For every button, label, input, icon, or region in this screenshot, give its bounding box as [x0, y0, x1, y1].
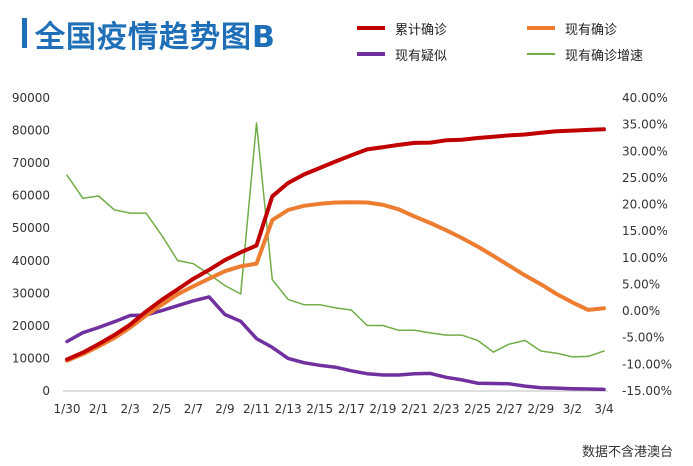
legend-item-suspected: 现有疑似 [357, 44, 447, 64]
y-right-tick-label: 10.00% [622, 251, 668, 265]
source-note: 数据不含港澳台 [581, 445, 673, 460]
y-right-tick-label: -10.00% [622, 357, 672, 371]
y-right-tick-label: 40.00% [622, 91, 668, 105]
y-right-tick-label: 5.00% [622, 277, 660, 291]
legend-label-confirmed: 累计确诊 [395, 22, 448, 38]
x-tick-label: 2/25 [464, 402, 491, 416]
y-right-tick-label: 0.00% [622, 304, 660, 318]
y-left-tick-label: 90000 [12, 91, 50, 105]
y-right-tick-label: -5.00% [622, 331, 664, 345]
y-left-tick-label: 40000 [12, 254, 50, 268]
x-tick-label: 2/11 [243, 402, 270, 416]
x-tick-label: 2/13 [275, 402, 302, 416]
legend-swatch-growth [527, 53, 555, 55]
y-right-tick-label: -15.00% [622, 384, 672, 398]
legend-swatch-existing [527, 26, 555, 30]
y-left-tick-label: 50000 [12, 221, 50, 235]
y-right-tick-label: 25.00% [622, 171, 668, 185]
x-tick-label: 2/5 [152, 402, 171, 416]
x-tick-label: 2/29 [527, 402, 554, 416]
series-line-growth [66, 122, 605, 358]
x-tick-label: 2/1 [89, 402, 108, 416]
x-tick-label: 2/23 [433, 402, 460, 416]
y-left-tick-label: 10000 [12, 351, 50, 365]
x-tick-label: 2/9 [215, 402, 234, 416]
y-left-tick-label: 70000 [12, 156, 50, 170]
legend-item-confirmed: 累计确诊 [357, 18, 447, 38]
y-left-tick-label: 30000 [12, 286, 50, 300]
title-accent-bar [22, 18, 27, 48]
legend-item-growth: 现有确诊增速 [527, 44, 643, 64]
x-tick-label: 2/3 [121, 402, 140, 416]
y-left-tick-label: 60000 [12, 189, 50, 203]
x-tick-label: 3/4 [594, 402, 613, 416]
y-left-tick-label: 20000 [12, 319, 50, 333]
legend-label-suspected: 现有疑似 [395, 48, 448, 64]
x-tick-label: 2/15 [306, 402, 333, 416]
y-right-tick-label: 30.00% [622, 144, 668, 158]
x-tick-label: 3/2 [563, 402, 582, 416]
series-line-confirmed [65, 127, 606, 362]
x-tick-label: 2/7 [184, 402, 203, 416]
chart-title: 全国疫情趋势图B [35, 20, 276, 55]
x-tick-label: 2/21 [401, 402, 428, 416]
legend-item-existing: 现有确诊 [527, 18, 617, 38]
legend-label-growth: 现有确诊增速 [565, 48, 644, 64]
x-tick-label: 2/17 [338, 402, 365, 416]
y-right-tick-label: 35.00% [622, 118, 668, 132]
x-tick-label: 2/27 [496, 402, 523, 416]
legend-label-existing: 现有确诊 [565, 22, 618, 38]
y-right-tick-label: 20.00% [622, 198, 668, 212]
x-tick-label: 2/19 [369, 402, 396, 416]
y-left-tick-label: 80000 [12, 124, 50, 138]
y-right-tick-label: 15.00% [622, 224, 668, 238]
y-left-tick-label: 0 [42, 384, 50, 398]
series-line-suspected [65, 295, 606, 392]
legend-swatch-suspected [357, 52, 385, 56]
x-tick-label: 1/30 [54, 402, 81, 416]
legend-swatch-confirmed [357, 26, 385, 30]
series-line-existing [65, 200, 606, 363]
